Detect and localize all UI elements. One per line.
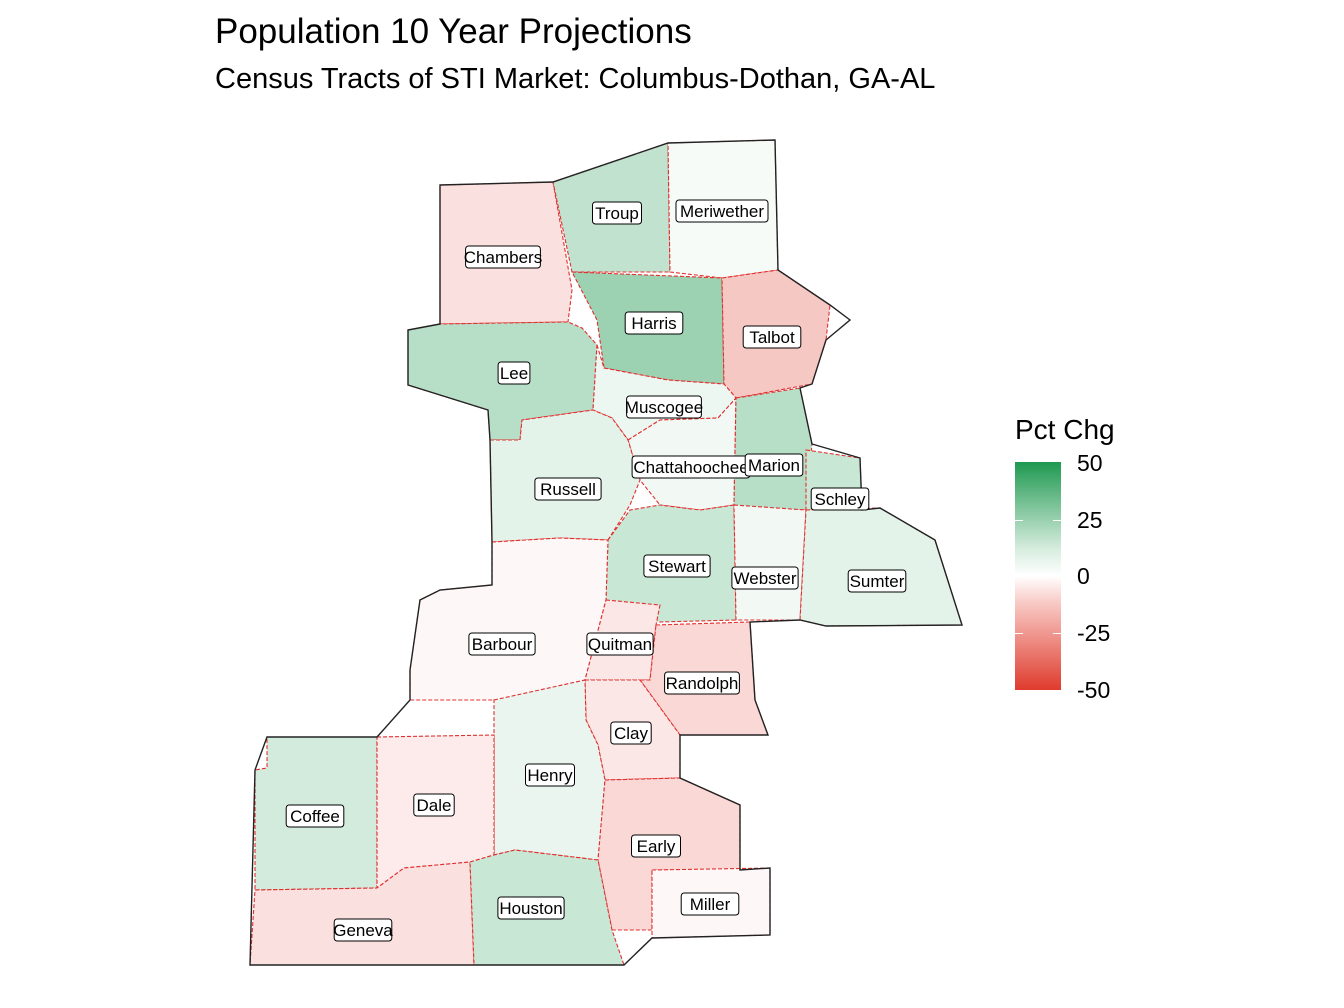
- legend-tick-mark: [1053, 633, 1061, 634]
- county-label-box: [525, 763, 575, 787]
- county-label-box: [731, 566, 799, 590]
- county-label-box: [744, 453, 804, 477]
- county-label-text: Troup: [595, 204, 639, 223]
- legend-tick-label: 50: [1077, 450, 1103, 476]
- county-label-box: [497, 361, 531, 385]
- county-label-quitman: Quitman: [586, 632, 654, 656]
- county-label-troup: Troup: [592, 201, 642, 225]
- county-label-randolph: Randolph: [664, 671, 740, 695]
- county-label-clay: Clay: [610, 721, 652, 745]
- county-label-miller: Miller: [680, 892, 740, 916]
- county-label-schley: Schley: [810, 487, 870, 511]
- county-label-box: [610, 721, 652, 745]
- county-label-text: Early: [637, 837, 676, 856]
- county-label-box: [675, 199, 769, 223]
- market-outline: [249, 139, 963, 966]
- county-label-stewart: Stewart: [643, 554, 711, 578]
- county-label-text: Miller: [690, 895, 731, 914]
- county-barbour: [409, 537, 609, 701]
- county-label-geneva: Geneva: [333, 918, 393, 942]
- county-label-text: Henry: [527, 766, 573, 785]
- county-label-barbour: Barbour: [468, 632, 536, 656]
- county-label-text: Houston: [499, 899, 562, 918]
- county-label-box: [742, 325, 802, 349]
- map-subtitle: Census Tracts of STI Market: Columbus-Do…: [215, 63, 936, 95]
- county-label-box: [468, 632, 536, 656]
- county-label-early: Early: [631, 834, 681, 858]
- county-label-text: Barbour: [472, 635, 533, 654]
- county-label-marion: Marion: [744, 453, 804, 477]
- county-label-text: Webster: [734, 569, 797, 588]
- county-label-coffee: Coffee: [285, 804, 345, 828]
- county-label-box: [643, 554, 711, 578]
- county-label-box: [847, 569, 907, 593]
- county-label-box: [497, 896, 565, 920]
- market-boundary: [249, 139, 963, 966]
- legend-tick-mark: [1015, 520, 1023, 521]
- county-label-text: Chattahoochee: [633, 458, 748, 477]
- county-label-box: [592, 201, 642, 225]
- county-labels: Chambers Troup Meriwether Harris Talbot Lee Mu…: [285, 199, 907, 942]
- county-label-text: Meriwether: [680, 202, 764, 221]
- county-label-box: [664, 671, 740, 695]
- legend-title: Pct Chg: [1015, 414, 1115, 445]
- county-label-text: Quitman: [588, 635, 652, 654]
- county-label-box: [586, 632, 654, 656]
- county-label-box: [626, 395, 702, 419]
- county-label-text: Russell: [540, 480, 596, 499]
- county-label-text: Stewart: [648, 557, 706, 576]
- county-label-box: [680, 892, 740, 916]
- county-label-lee: Lee: [497, 361, 531, 385]
- county-polygons: [249, 139, 963, 966]
- county-label-harris: Harris: [624, 311, 684, 335]
- county-label-text: Harris: [631, 314, 676, 333]
- county-label-box: [333, 918, 393, 942]
- legend-tick-label: 25: [1077, 507, 1103, 533]
- county-label-henry: Henry: [525, 763, 575, 787]
- legend-tick-label: -25: [1077, 620, 1111, 646]
- county-label-box: [624, 311, 684, 335]
- county-webster: [733, 504, 807, 621]
- county-marion: [733, 387, 813, 511]
- county-label-box: [631, 834, 681, 858]
- county-sumter: [799, 507, 963, 627]
- county-label-text: Schley: [814, 490, 866, 509]
- county-label-webster: Webster: [731, 566, 799, 590]
- legend-tick-mark: [1053, 520, 1061, 521]
- county-label-meriwether: Meriwether: [675, 199, 769, 223]
- county-label-houston: Houston: [497, 896, 565, 920]
- legend-tick-mark: [1015, 633, 1023, 634]
- legend-tick-mark: [1053, 576, 1061, 577]
- county-label-box: [810, 487, 870, 511]
- county-label-chattahoochee: Chattahoochee: [631, 455, 751, 479]
- county-label-text: Randolph: [666, 674, 739, 693]
- county-label-box: [534, 477, 602, 501]
- county-label-text: Coffee: [290, 807, 340, 826]
- county-label-text: Muscogee: [625, 398, 703, 417]
- county-label-box: [413, 793, 455, 817]
- county-label-talbot: Talbot: [742, 325, 802, 349]
- county-label-text: Dale: [417, 796, 452, 815]
- county-label-chambers: Chambers: [464, 245, 542, 269]
- county-label-text: Chambers: [464, 248, 542, 267]
- legend-tick-label: -50: [1077, 677, 1111, 703]
- county-label-russell: Russell: [534, 477, 602, 501]
- county-label-text: Talbot: [749, 328, 795, 347]
- county-label-text: Sumter: [850, 572, 905, 591]
- county-label-muscogee: Muscogee: [625, 395, 703, 419]
- county-label-text: Lee: [500, 364, 528, 383]
- county-label-text: Clay: [614, 724, 649, 743]
- county-label-sumter: Sumter: [847, 569, 907, 593]
- legend-tick-label: 0: [1077, 563, 1090, 589]
- county-label-text: Marion: [748, 456, 800, 475]
- legend-tick-mark: [1015, 576, 1023, 577]
- map-title: Population 10 Year Projections: [215, 12, 692, 51]
- county-label-dale: Dale: [413, 793, 455, 817]
- county-label-box: [465, 245, 541, 269]
- county-label-box: [285, 804, 345, 828]
- county-label-text: Geneva: [333, 921, 393, 940]
